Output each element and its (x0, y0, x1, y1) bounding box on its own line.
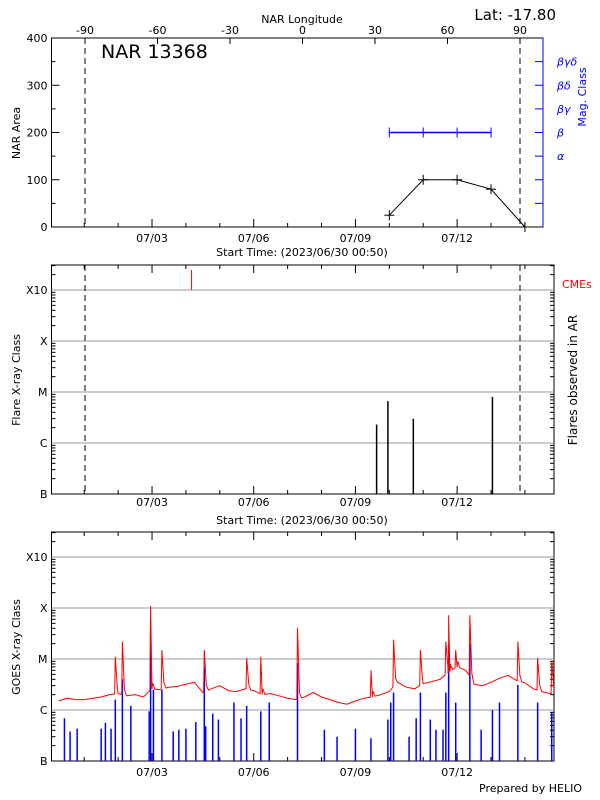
y-tick-label: X (40, 335, 48, 348)
x-tick-label: 07/09 (340, 232, 372, 245)
mag-class-tick-label: βγδ (556, 56, 578, 69)
y-axis-label: GOES X-ray Class (10, 599, 23, 695)
mag-class-tick-label: βδ (556, 79, 571, 92)
region-title: NAR 13368 (101, 41, 208, 63)
right-axis-label: Flares observed in AR (566, 315, 580, 445)
mag-class-tick-label: α (557, 150, 565, 163)
y-tick-label: 100 (27, 174, 48, 187)
y-tick-label: M (38, 653, 48, 666)
goes-series (58, 605, 554, 761)
longitude-tick-label: 90 (513, 24, 527, 37)
nar-area-panel: NAR Longitude Lat: -17.80 NAR 13368 NAR … (10, 6, 589, 259)
x-tick-label: 07/09 (340, 496, 372, 509)
x-tick-label: 07/03 (136, 232, 168, 245)
longitude-axis-label: NAR Longitude (261, 13, 343, 26)
x-tick-label: 07/03 (136, 766, 168, 779)
latitude-label: Lat: -17.80 (474, 6, 556, 24)
longitude-tick-label: -90 (76, 24, 94, 37)
y-tick-label: 300 (27, 79, 48, 92)
longitude-tick-label: -60 (149, 24, 167, 37)
x-axis-label: Start Time: (2023/06/30 00:50) (216, 246, 388, 259)
plot-frame (51, 264, 555, 495)
mag-class-tick-label: βγ (556, 103, 571, 116)
x-tick-label: 07/06 (238, 232, 270, 245)
y-tick-label: B (40, 488, 48, 501)
y-tick-label: C (40, 704, 48, 717)
x-tick-label: 07/12 (441, 496, 473, 509)
x-tick-label: 07/12 (441, 232, 473, 245)
x-tick-label: 07/12 (441, 766, 473, 779)
y-tick-label: X10 (26, 284, 48, 297)
x-tick-label: 07/09 (340, 766, 372, 779)
y-axis-label: Flare X-ray Class (10, 334, 23, 426)
x-tick-label: 07/06 (238, 766, 270, 779)
y-tick-label: X (40, 602, 48, 615)
goes-xray-panel: GOES X-ray Class B C M X X10 07/03 07/06 07/09 0… (10, 531, 555, 779)
x-axis-label: Start Time: (2023/06/30 00:50) (216, 514, 388, 527)
y-tick-label: 200 (27, 127, 48, 140)
y-axis-label: NAR Area (10, 107, 23, 159)
longitude-tick-label: 0 (299, 24, 306, 37)
y-tick-label: X10 (26, 551, 48, 564)
y-tick-label: B (40, 755, 48, 768)
right-axis-label: Mag. Class (576, 67, 589, 126)
y-tick-label: M (38, 386, 48, 399)
longitude-tick-label: 30 (368, 24, 382, 37)
flare-class-panel: Flare X-ray Class Flares observed in AR … (10, 264, 592, 527)
longitude-tick-label: -30 (221, 24, 239, 37)
y-tick-label: 0 (41, 221, 48, 234)
y-tick-label: 400 (27, 32, 48, 45)
mag-class-tick-label: β (556, 127, 564, 140)
x-tick-label: 07/03 (136, 496, 168, 509)
prepared-by-credit: Prepared by HELIO (479, 782, 582, 795)
cme-legend-label: CMEs (562, 278, 592, 291)
longitude-tick-label: 60 (441, 24, 455, 37)
x-tick-label: 07/06 (238, 496, 270, 509)
goes-long-line (58, 605, 554, 705)
y-tick-label: C (40, 437, 48, 450)
plot-frame (51, 531, 555, 762)
